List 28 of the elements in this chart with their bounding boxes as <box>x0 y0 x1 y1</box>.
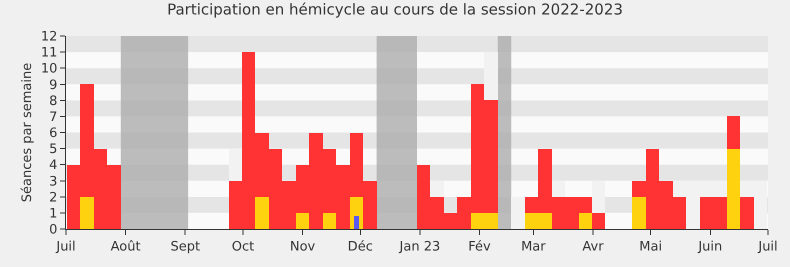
y-tick-label: 11 <box>40 46 58 61</box>
x-tick-label: Oct <box>232 240 254 255</box>
x-tick-label: Juin <box>697 240 722 255</box>
y-tick-label: 12 <box>40 30 58 45</box>
x-tick-label: Déc <box>348 240 373 255</box>
x-tick-label: Avr <box>582 240 604 255</box>
x-tick-label: Juil <box>55 240 76 255</box>
y-tick-label: 3 <box>49 174 58 190</box>
x-tick-label: Nov <box>290 240 316 255</box>
x-tick-label: Juil <box>757 240 778 255</box>
y-axis-title: Séances par semaine <box>20 62 35 202</box>
y-tick-label: 0 <box>49 222 58 238</box>
y-tick-label: 7 <box>49 110 58 125</box>
x-tick-label: Sept <box>170 240 200 255</box>
y-tick-label: 1 <box>49 206 58 222</box>
x-tick-label: Jan 23 <box>398 240 440 255</box>
chart-title: Participation en hémicycle au cours de la session 2022-2023 <box>167 0 623 19</box>
y-tick-label: 9 <box>49 78 58 93</box>
y-tick-label: 10 <box>40 62 58 77</box>
y-tick-label: 4 <box>49 158 58 174</box>
y-tick-label: 6 <box>49 126 58 142</box>
x-tick-label: Fév <box>468 240 492 255</box>
y-tick-label: 2 <box>49 190 58 206</box>
y-tick-label: 5 <box>49 142 58 158</box>
x-tick-label: Mar <box>521 240 546 255</box>
x-tick-label: Mai <box>639 240 662 255</box>
x-tick-label: Août <box>110 240 141 255</box>
y-tick-label: 8 <box>49 94 58 109</box>
